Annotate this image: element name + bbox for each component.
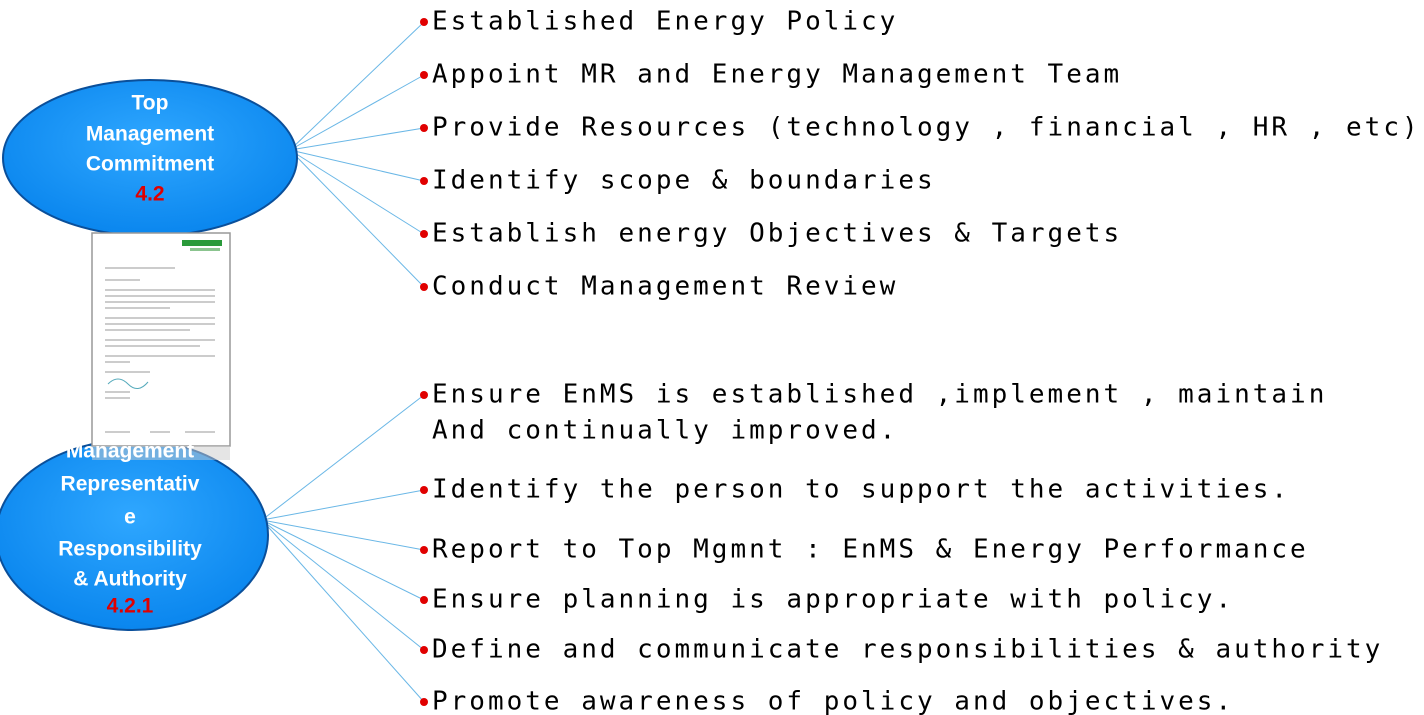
bullet (420, 124, 428, 132)
item-text: Appoint MR and Energy Management Team (432, 60, 1122, 90)
node-label: & Authority (73, 568, 187, 591)
item-text: Identify scope & boundaries (432, 166, 936, 196)
document-thumbnail (92, 233, 230, 460)
node-number: 4.2.1 (107, 595, 154, 618)
connector (290, 150, 424, 287)
node-label: Representativ (61, 473, 200, 496)
node-label: Management (86, 123, 214, 146)
connector (290, 150, 424, 234)
connector (262, 490, 424, 520)
item-text: Identify the person to support the activ… (432, 475, 1290, 505)
connector (262, 395, 424, 520)
node-number: 4.2 (135, 183, 164, 206)
bullet (420, 646, 428, 654)
item-text: Provide Resources (technology , financia… (432, 113, 1421, 143)
node-label: Commitment (86, 153, 214, 176)
bullet (420, 486, 428, 494)
connector (262, 520, 424, 600)
connector (262, 520, 424, 650)
item-text: Established Energy Policy (432, 7, 898, 37)
node-label: e (124, 506, 136, 529)
bullet (420, 283, 428, 291)
item-text: Ensure planning is appropriate with poli… (432, 585, 1234, 615)
connector (290, 150, 424, 181)
bullet (420, 546, 428, 554)
item-text: Establish energy Objectives & Targets (432, 219, 1122, 249)
bullet (420, 698, 428, 706)
item-text: Ensure EnMS is established ,implement , … (432, 380, 1327, 410)
connector (262, 520, 424, 702)
bullet (420, 18, 428, 26)
node-label: Top (132, 92, 169, 115)
item-text: And continually improved. (432, 416, 898, 446)
item-text: Promote awareness of policy and objectiv… (432, 687, 1234, 715)
bullet (420, 71, 428, 79)
item-text: Report to Top Mgmnt : EnMS & Energy Perf… (432, 535, 1309, 565)
bullet (420, 177, 428, 185)
bullet (420, 596, 428, 604)
bullet (420, 230, 428, 238)
item-text: Conduct Management Review (432, 272, 898, 302)
bullet (420, 391, 428, 399)
node-label: Management (66, 440, 194, 463)
node-label: Responsibility (58, 538, 202, 561)
item-text: Define and communicate responsibilities … (432, 635, 1383, 665)
connector (262, 520, 424, 550)
diagram: Top Management Commitment 4.2 Established En… (0, 0, 1424, 715)
